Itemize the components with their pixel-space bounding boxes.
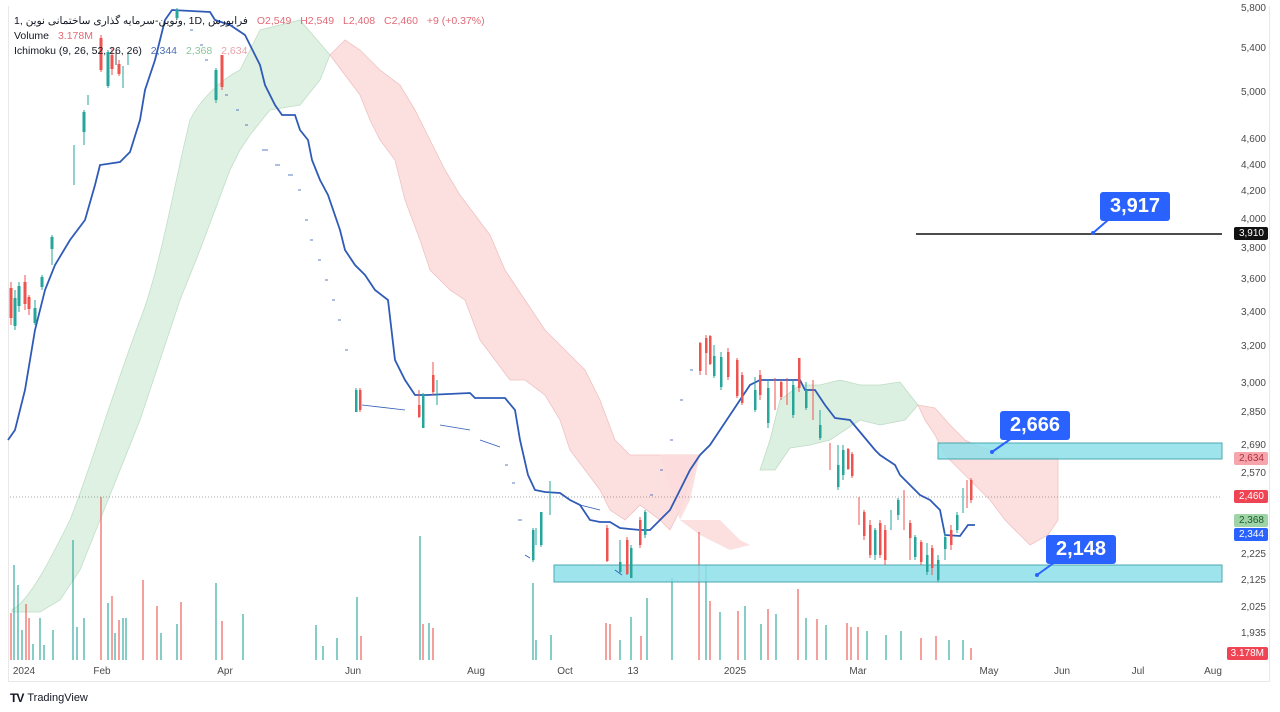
candles <box>9 8 973 582</box>
price-tick: 2,025 <box>1240 602 1266 613</box>
target-callout[interactable]: 3,917 <box>1100 192 1171 221</box>
legend-ichimoku-row[interactable]: Ichimoku (9, 26, 52, 26, 26) 2,344 2,368… <box>14 44 485 59</box>
volume-bars <box>10 497 972 660</box>
ohlc-change: +9 (+0.37%) <box>426 15 485 27</box>
ichimoku-cloud-green-1 <box>11 19 331 613</box>
price-tick: 1,935 <box>1240 628 1266 639</box>
time-tick: Aug <box>467 666 485 677</box>
price-tick: 4,000 <box>1240 214 1266 225</box>
tradingview-icon: TV <box>10 691 24 705</box>
ohlc-close: C2,460 <box>384 15 418 27</box>
legend-symbol-row[interactable]: 1, ونوین-سرمایه گذاری ساختمانی نوین, 1D,… <box>14 15 485 27</box>
price-tick: 5,000 <box>1240 87 1266 98</box>
ohlc-open: O2,549 <box>256 15 292 27</box>
price-tick: 3,400 <box>1240 307 1266 318</box>
time-tick: Jul <box>1131 666 1145 677</box>
ichimoku-label: Ichimoku (9, 26, 52, 26, 26) <box>14 45 142 57</box>
target-level-tag: 3,910 <box>1234 227 1268 240</box>
ichimoku-senkou-b-value: 2,634 <box>221 45 248 57</box>
kijun-tag: 2,344 <box>1234 528 1268 541</box>
ichimoku-cloud-green-2 <box>759 379 919 471</box>
price-tick: 3,200 <box>1240 341 1266 352</box>
kijun-line <box>7 9 975 537</box>
interval: 1D <box>188 15 203 27</box>
resistance-callout-pointer <box>991 437 1013 453</box>
price-tick: 4,400 <box>1240 160 1266 171</box>
price-tick: 3,000 <box>1240 378 1266 389</box>
time-tick: Jun <box>344 666 362 677</box>
legend-volume-row[interactable]: Volume 3.178M <box>14 29 485 44</box>
last-price-tag: 2,460 <box>1234 490 1268 503</box>
time-tick: Aug <box>1204 666 1222 677</box>
volume-value: 3.178M <box>57 30 93 42</box>
chart-legend: 1, ونوین-سرمایه گذاری ساختمانی نوین, 1D,… <box>14 14 485 59</box>
support-callout[interactable]: 2,148 <box>1046 535 1117 564</box>
price-tick: 2,125 <box>1240 575 1266 586</box>
price-tick: 4,600 <box>1240 134 1266 145</box>
ohlc-low: L2,408 <box>343 15 376 27</box>
resistance-callout[interactable]: 2,666 <box>1000 411 1071 440</box>
time-tick: Mar <box>849 666 867 677</box>
support-zone <box>553 564 1223 583</box>
price-tick: 2,570 <box>1240 468 1266 479</box>
price-tick: 5,400 <box>1240 43 1266 54</box>
ichimoku-cloud-red-2 <box>660 455 750 550</box>
time-tick: Oct <box>557 666 573 677</box>
chikou-span <box>190 29 693 576</box>
senkou-a-tag: 2,368 <box>1234 514 1268 527</box>
time-tick: May <box>979 666 999 677</box>
time-tick: 2025 <box>723 666 747 677</box>
target-callout-pointer <box>1092 219 1109 234</box>
time-tick: 2024 <box>12 666 36 677</box>
price-tick: 3,800 <box>1240 243 1266 254</box>
ohlc-high: H2,549 <box>300 15 335 27</box>
ichimoku-kijun-value: 2,344 <box>150 45 178 57</box>
time-tick: Apr <box>217 666 233 677</box>
time-tick: 13 <box>627 666 639 677</box>
symbol-prefix: 1 <box>14 15 20 27</box>
price-tick: 5,800 <box>1240 3 1266 14</box>
chart-pane[interactable] <box>8 6 1270 682</box>
ichimoku-cloud-red-1 <box>329 39 701 531</box>
support-callout-pointer <box>1036 561 1056 576</box>
volume-tag: 3.178M <box>1226 647 1268 660</box>
price-tick: 4,200 <box>1240 186 1266 197</box>
tradingview-brand: TradingView <box>27 692 88 704</box>
time-tick: Jun <box>1053 666 1071 677</box>
volume-label: Volume <box>14 30 50 42</box>
price-tick: 2,850 <box>1240 407 1266 418</box>
ichimoku-senkou-a-value: 2,368 <box>185 45 213 57</box>
price-tick: 3,600 <box>1240 274 1266 285</box>
resistance-zone <box>937 442 1223 460</box>
senkou-b-tag: 2,634 <box>1234 452 1268 465</box>
ichimoku-cloud-red-3 <box>917 404 1059 546</box>
exchange: فرابورس <box>207 15 248 27</box>
symbol-name: ونوین-سرمایه گذاری ساختمانی نوین <box>25 15 183 27</box>
price-tick: 2,690 <box>1240 440 1266 451</box>
price-tick: 2,225 <box>1240 549 1266 560</box>
time-tick: Feb <box>93 666 111 677</box>
tradingview-logo[interactable]: TV TradingView <box>10 691 88 705</box>
